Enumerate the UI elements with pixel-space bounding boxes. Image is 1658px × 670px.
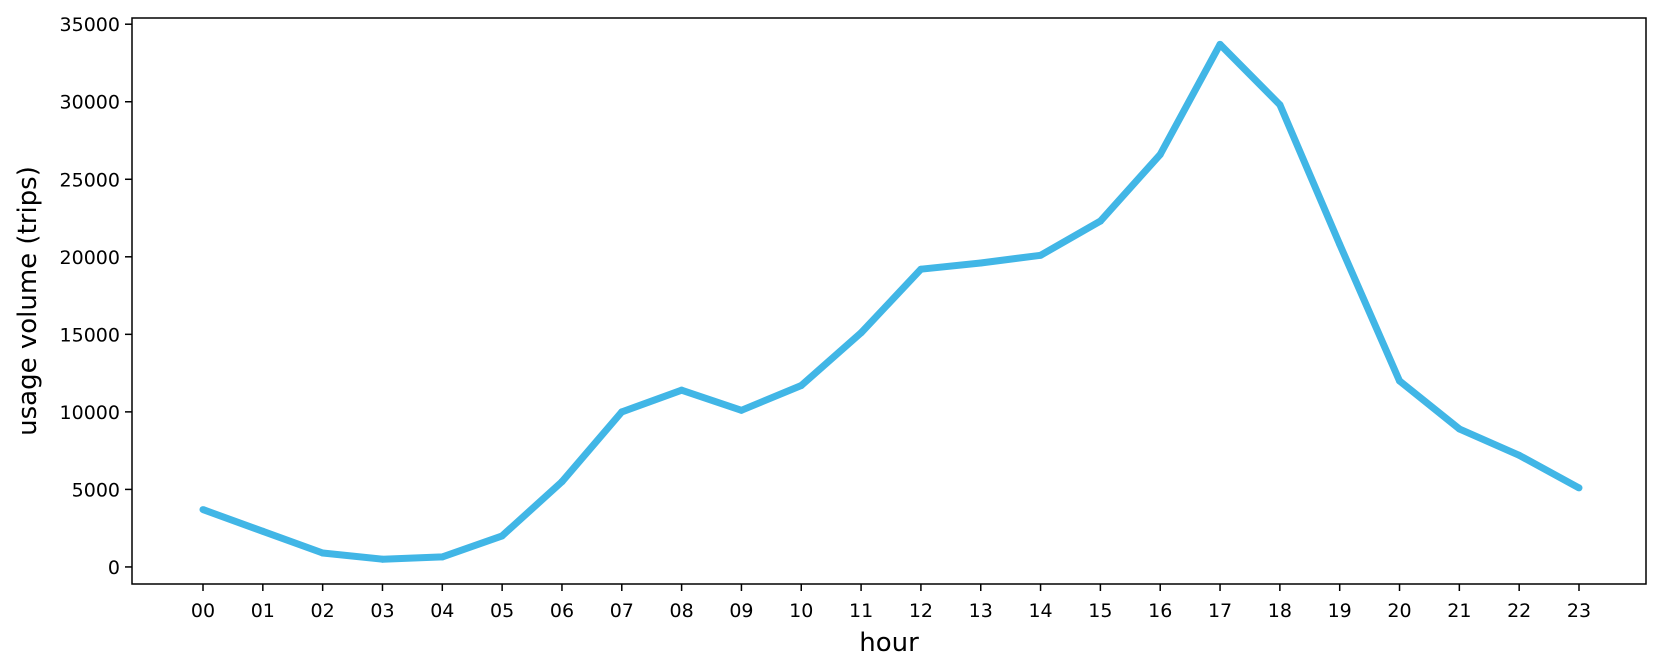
x-axis: 00 01 02 03 04 05 06 07 08 09 10 11 12 13 14 15 16 17 18 19… — [191, 584, 1591, 622]
x-tick-label: 02 — [311, 600, 335, 622]
x-tick-label: 01 — [251, 600, 275, 622]
y-tick-label: 35000 — [60, 14, 120, 36]
x-tick-label: 18 — [1268, 600, 1292, 622]
series-line — [201, 40, 1581, 563]
x-tick-label: 04 — [430, 600, 454, 622]
data-point — [319, 549, 327, 557]
data-point — [678, 386, 686, 394]
x-tick-label: 07 — [610, 600, 634, 622]
data-point — [1216, 40, 1224, 48]
data-point — [977, 259, 985, 267]
x-tick-label: 19 — [1328, 600, 1352, 622]
y-tick-label: 0 — [108, 557, 120, 579]
data-point — [378, 555, 386, 563]
y-tick-label: 25000 — [60, 169, 120, 191]
y-tick-label: 30000 — [60, 92, 120, 114]
data-point — [1455, 425, 1463, 433]
data-point — [1515, 451, 1523, 459]
x-tick-label: 06 — [550, 600, 574, 622]
x-tick-label: 05 — [490, 600, 514, 622]
data-point — [737, 406, 745, 414]
x-tick-label: 10 — [789, 600, 813, 622]
x-tick-label: 13 — [969, 600, 993, 622]
x-tick-label: 12 — [909, 600, 933, 622]
x-tick-label: 16 — [1148, 600, 1172, 622]
x-tick-label: 20 — [1387, 600, 1411, 622]
x-tick-label: 21 — [1447, 600, 1471, 622]
x-axis-label: hour — [859, 628, 919, 658]
x-tick-label: 03 — [370, 600, 394, 622]
data-point — [438, 553, 446, 561]
data-point — [1037, 251, 1045, 259]
x-tick-label: 23 — [1567, 600, 1591, 622]
x-tick-label: 00 — [191, 600, 215, 622]
data-point — [199, 506, 207, 514]
x-tick-label: 08 — [670, 600, 694, 622]
y-axis-label: usage volume (trips) — [13, 166, 43, 436]
series-group — [199, 40, 1583, 563]
y-tick-label: 20000 — [60, 247, 120, 269]
data-point — [917, 265, 925, 273]
x-tick-label: 22 — [1507, 600, 1531, 622]
data-point — [618, 408, 626, 416]
x-tick-label: 11 — [849, 600, 873, 622]
y-axis: 0 5000 10000 15000 20000 25000 30000 35000 — [60, 14, 132, 579]
data-point — [1575, 484, 1583, 492]
data-point — [1156, 150, 1164, 158]
x-tick-label: 15 — [1088, 600, 1112, 622]
data-point — [857, 329, 865, 337]
data-point — [1396, 377, 1404, 385]
data-point — [259, 527, 267, 535]
data-point — [797, 382, 805, 390]
x-tick-label: 14 — [1028, 600, 1052, 622]
data-point — [558, 478, 566, 486]
data-point — [1336, 240, 1344, 248]
x-tick-label: 09 — [729, 600, 753, 622]
data-point — [1096, 217, 1104, 225]
y-tick-label: 10000 — [60, 402, 120, 424]
data-point — [1276, 101, 1284, 109]
data-point — [498, 532, 506, 540]
x-tick-label: 17 — [1208, 600, 1232, 622]
y-tick-label: 5000 — [72, 479, 120, 501]
y-tick-label: 15000 — [60, 324, 120, 346]
